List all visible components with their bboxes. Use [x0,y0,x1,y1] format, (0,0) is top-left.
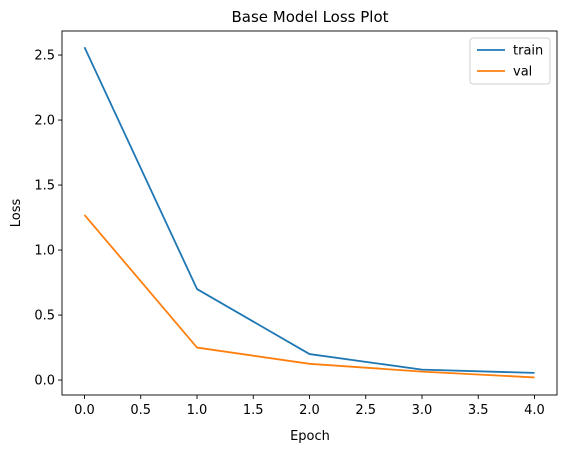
series-line-train [83,46,535,374]
y-tick-label: 1.0 [34,244,55,259]
x-tick-label: 1.5 [243,403,264,418]
y-tick-label: 1.5 [34,179,55,194]
x-tick-label: 1.0 [187,403,208,418]
x-tick-label: 0.5 [130,403,151,418]
x-tick-label: 3.5 [468,403,489,418]
legend: train val [469,37,551,85]
x-tick-label: 4.0 [524,403,545,418]
legend-label-train: train [513,44,543,59]
x-tick-label: 0.0 [74,403,95,418]
legend-label-val: val [513,65,532,80]
axes-frame [61,30,558,396]
y-tick-label: 0.0 [34,374,55,389]
y-tick-label: 2.5 [34,49,55,64]
chart-title: Base Model Loss Plot [231,8,388,26]
y-tick-label: 0.5 [34,309,55,324]
series-line-val [83,214,535,379]
y-axis-label: Loss [9,199,24,228]
x-tick-label: 3.0 [412,403,433,418]
x-tick-label: 2.5 [355,403,376,418]
x-tick-label: 2.0 [299,403,320,418]
x-axis-label: Epoch [290,429,330,444]
y-tick-label: 2.0 [34,114,55,129]
